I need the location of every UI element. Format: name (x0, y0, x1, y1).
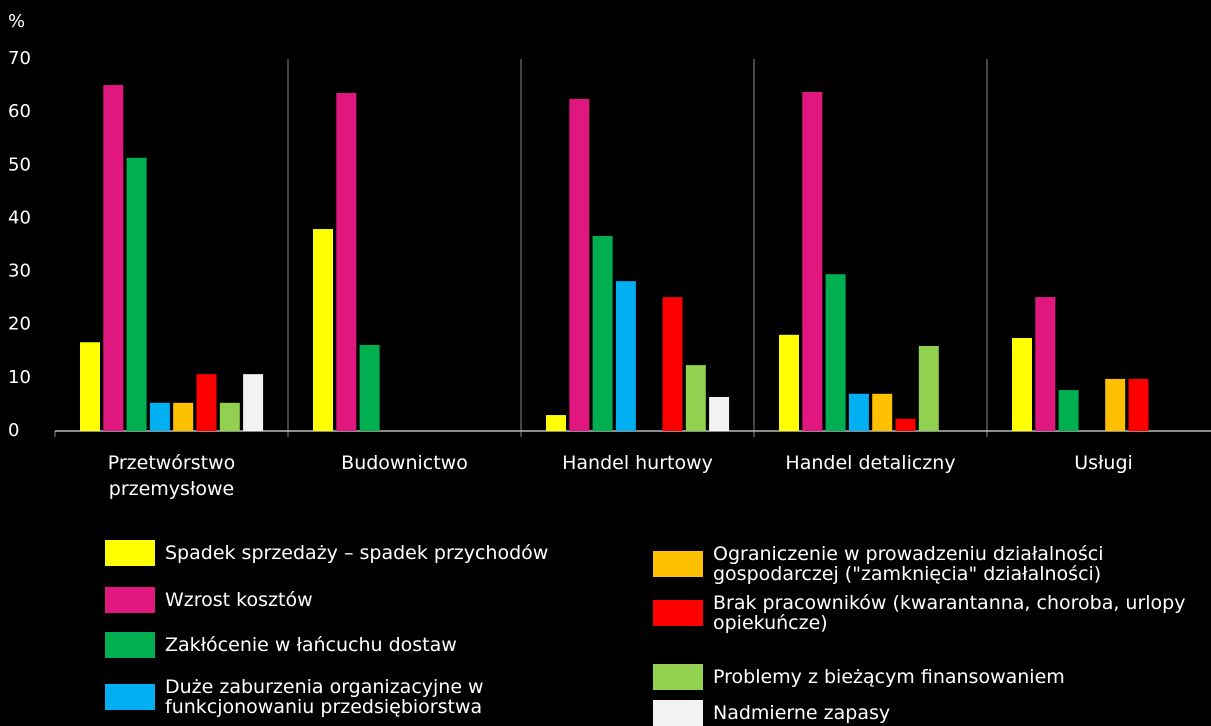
legend-item: Nadmierne zapasy (653, 693, 1193, 726)
bar (872, 393, 893, 431)
bar (615, 281, 636, 431)
bar (685, 365, 706, 431)
x-tick-label: Przetwórstwo przemysłowe (107, 452, 236, 500)
y-tick-label: 10 (8, 367, 31, 388)
x-tick-label: Budownictwo (341, 452, 468, 474)
bar (1105, 378, 1126, 431)
legend-swatch (653, 551, 703, 577)
bar (779, 334, 799, 431)
legend-item: Problemy z bieżącym finansowaniem (653, 657, 1193, 697)
y-tick-label: 20 (8, 314, 31, 335)
legend-label: Brak pracowników (kwarantanna, choroba, … (713, 592, 1186, 634)
bar (126, 157, 147, 432)
bar (546, 415, 566, 431)
bar (313, 229, 333, 431)
bar (1128, 378, 1149, 431)
bar (219, 402, 240, 431)
bar (802, 91, 823, 431)
bar (569, 98, 590, 431)
y-tick-label: 0 (8, 420, 19, 441)
y-axis-label: % (8, 11, 25, 32)
bar (825, 274, 846, 431)
bar (848, 393, 869, 431)
legend-item: Zakłócenie w łańcuchu dostaw (105, 625, 615, 665)
y-tick-label: 60 (8, 101, 31, 122)
legend-label: Nadmierne zapasy (713, 702, 891, 724)
legend-swatch (653, 700, 703, 726)
legend-swatch (653, 664, 703, 690)
legend-swatch (105, 684, 155, 710)
legend-item: Spadek sprzedaży – spadek przychodów (105, 533, 615, 573)
bar (336, 93, 357, 432)
bar (918, 345, 939, 431)
bar (359, 344, 380, 431)
legend-item: Ograniczenie w prowadzeniu działalności … (653, 544, 1193, 584)
y-tick-label: 70 (8, 48, 31, 69)
bar (149, 402, 170, 431)
bar (243, 374, 264, 431)
y-tick-label: 40 (8, 207, 31, 228)
x-tick-label: Usługi (1074, 452, 1133, 474)
bar (80, 342, 100, 431)
legend-swatch (653, 600, 703, 626)
legend-item: Wzrost kosztów (105, 580, 615, 620)
bar (196, 374, 217, 431)
x-tick-label: Handel hurtowy (562, 452, 713, 474)
bar (592, 235, 613, 431)
bar (1012, 338, 1032, 431)
legend-label: Wzrost kosztów (165, 589, 313, 611)
legend-swatch (105, 632, 155, 658)
bar (103, 85, 124, 431)
legend-label: Zakłócenie w łańcuchu dostaw (165, 634, 457, 656)
bar (895, 418, 916, 431)
legend-item: Duże zaburzenia organizacyjne w funkcjon… (105, 677, 505, 717)
legend-item: Brak pracowników (kwarantanna, choroba, … (653, 593, 1193, 633)
legend-swatch (105, 540, 155, 566)
legend-swatch (105, 587, 155, 613)
legend-label: Duże zaburzenia organizacyjne w funkcjon… (165, 676, 484, 718)
legend-label: Ograniczenie w prowadzeniu działalności … (713, 543, 1104, 585)
legend-label: Spadek sprzedaży – spadek przychodów (165, 542, 549, 564)
bar (662, 297, 683, 431)
bar (1058, 390, 1079, 431)
y-tick-label: 50 (8, 154, 31, 175)
x-tick-label: Handel detaliczny (785, 452, 956, 474)
bar (709, 396, 730, 431)
bar (173, 402, 194, 431)
bar (1035, 297, 1056, 431)
legend-label: Problemy z bieżącym finansowaniem (713, 666, 1065, 688)
y-tick-label: 30 (8, 261, 31, 282)
